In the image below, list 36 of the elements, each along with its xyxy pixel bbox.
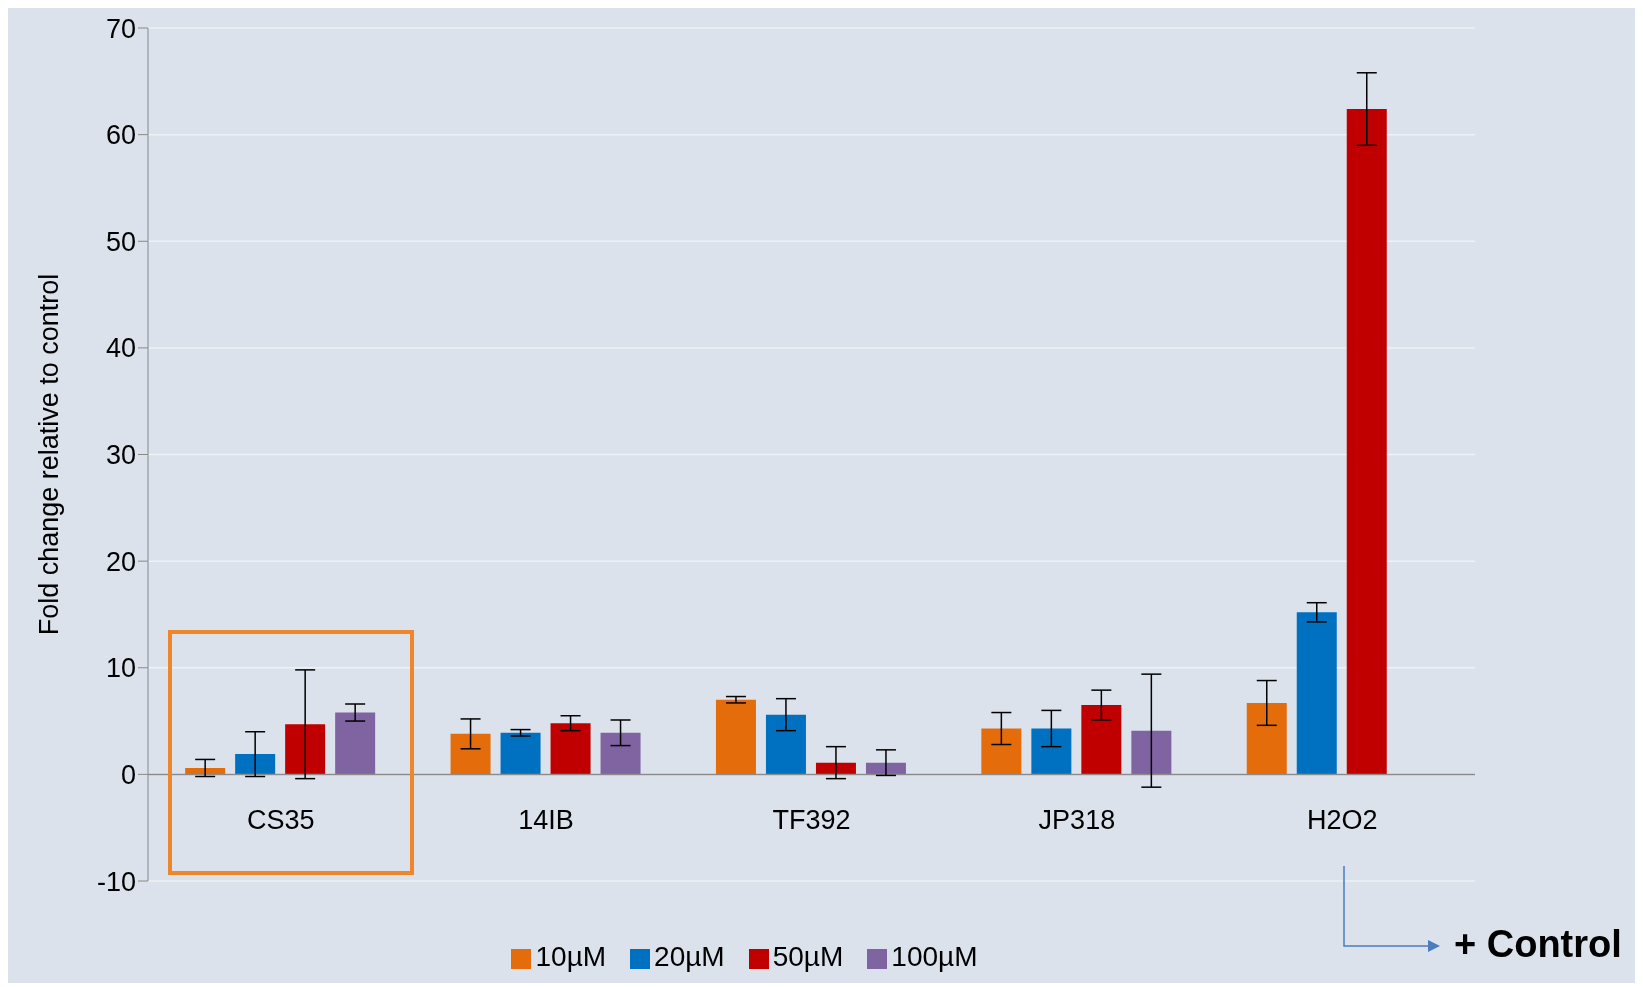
y-tick-label: 10 — [105, 653, 136, 684]
y-tick-label: 30 — [105, 440, 136, 471]
bar — [715, 699, 756, 775]
bar — [450, 733, 491, 775]
bar — [765, 714, 806, 775]
bar — [1346, 109, 1387, 775]
x-tick-label: H2O2 — [1307, 805, 1378, 835]
x-tick-label: JP318 — [1038, 805, 1116, 835]
y-axis-title: Fold change relative to control — [33, 273, 64, 636]
bar — [1081, 705, 1122, 775]
bar — [285, 724, 326, 775]
y-tick-label: 50 — [105, 226, 136, 257]
bar — [1031, 728, 1072, 775]
legend-label: 50µM — [772, 941, 844, 972]
y-tick-label: 70 — [105, 13, 136, 44]
bar — [1296, 612, 1337, 775]
x-tick-label: CS35 — [246, 805, 315, 835]
bar — [335, 712, 376, 775]
bar — [981, 728, 1022, 775]
x-tick-label: 14IB — [518, 805, 574, 835]
x-tick-label: TF392 — [772, 805, 851, 835]
bar — [1131, 730, 1172, 775]
legend-label: 100µM — [891, 941, 978, 972]
bar — [600, 732, 641, 775]
bar — [1246, 702, 1287, 775]
bar — [550, 723, 591, 775]
text: + Control — [1454, 923, 1622, 966]
y-tick-label: 0 — [120, 759, 136, 790]
bar — [235, 754, 276, 775]
y-tick-label: 40 — [105, 333, 136, 364]
y-tick-label: 60 — [105, 120, 136, 151]
y-tick-label: -10 — [96, 866, 136, 897]
legend-label: 20µM — [654, 941, 725, 972]
legend-label: 10µM — [535, 941, 607, 972]
y-tick-label: 20 — [105, 546, 136, 577]
bar — [500, 732, 541, 775]
